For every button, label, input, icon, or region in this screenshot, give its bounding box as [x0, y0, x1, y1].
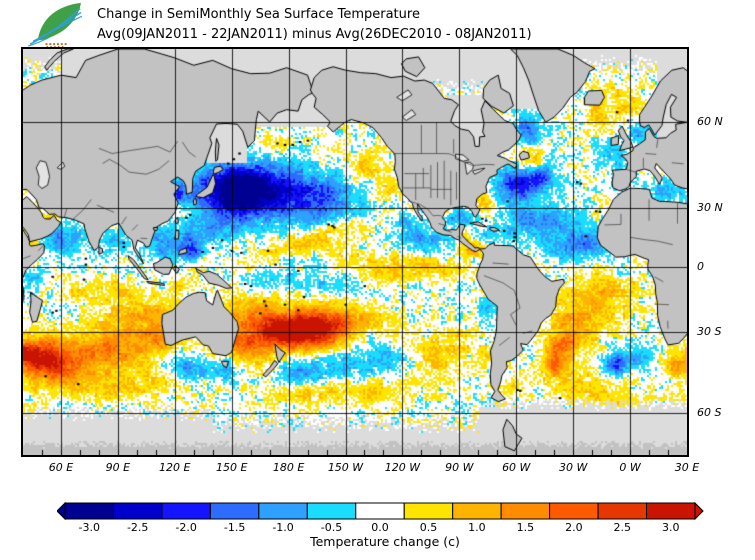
lat-tick-label: 0	[697, 259, 704, 273]
colorbar-segment	[306, 502, 357, 520]
lon-tick-label: 60 W	[502, 461, 531, 474]
colorbar-tick-label: -2.0	[175, 521, 197, 534]
lon-tick-label: 150 E	[215, 461, 248, 474]
colorbar-segment	[161, 502, 211, 520]
colorbar-arrow-left	[57, 502, 66, 521]
colorbar-tick-label: 0.5	[419, 521, 438, 534]
colorbar-tick-label: 2.0	[565, 521, 583, 534]
lon-tick-label: 90 W	[445, 461, 474, 474]
colorbar-segment	[646, 502, 696, 520]
lon-tick-label: 120 E	[159, 461, 191, 474]
colorbar-tick-label: 1.0	[468, 521, 486, 534]
colorbar-segment	[258, 502, 308, 520]
colorbar-segment	[403, 502, 454, 520]
lat-tick-label: 30 N	[697, 201, 723, 214]
agency-leaf-logo	[28, 2, 83, 47]
lat-tick-label: 60 N	[697, 115, 723, 128]
world-map-frame	[21, 47, 689, 457]
lat-tick-label: 30 S	[697, 325, 722, 338]
sst-anomaly-map	[23, 49, 687, 455]
lon-tick-label: 180 E	[272, 461, 305, 474]
colorbar-segment	[112, 502, 163, 520]
leaf-icon	[37, 2, 81, 41]
colorbar	[57, 502, 704, 521]
colorbar-segment	[452, 502, 502, 520]
colorbar-tick-label: 1.5	[516, 521, 535, 534]
lon-tick-label: 30 E	[674, 461, 700, 474]
colorbar-tick-label: 3.0	[662, 521, 680, 534]
colorbar-segment	[64, 502, 114, 520]
lat-tick-label: 60 S	[697, 406, 722, 419]
colorbar-arrow-right	[694, 502, 704, 521]
colorbar-segment	[209, 502, 260, 520]
chart-title: Change in SemiMonthly Sea Surface Temper…	[97, 7, 420, 22]
lon-tick-label: 120 W	[384, 461, 421, 474]
colorbar-segment	[355, 502, 405, 520]
logo-caption-dots	[45, 43, 67, 47]
chart-subtitle: Avg(09JAN2011 - 22JAN2011) minus Avg(26D…	[97, 27, 532, 42]
colorbar-tick-label: -0.5	[320, 521, 343, 534]
colorbar-segment	[549, 502, 599, 520]
colorbar-tick-label: -1.0	[272, 521, 294, 534]
lon-tick-label: 30 W	[558, 461, 588, 474]
colorbar-tick-label: 2.5	[613, 521, 632, 534]
colorbar-caption: Temperature change (c)	[310, 534, 460, 549]
lon-tick-label: 60 E	[48, 461, 74, 474]
lon-tick-label: 90 E	[105, 461, 131, 474]
colorbar-segment	[500, 502, 551, 520]
lon-tick-label: 150 W	[327, 461, 364, 474]
colorbar-tick-label: -1.5	[223, 521, 246, 534]
colorbar-tick-label: -3.0	[78, 521, 100, 534]
colorbar-tick-label: -2.5	[126, 521, 149, 534]
lon-tick-label: 0 W	[619, 461, 641, 474]
colorbar-tick-label: 0.0	[371, 521, 389, 534]
colorbar-segment	[597, 502, 648, 520]
